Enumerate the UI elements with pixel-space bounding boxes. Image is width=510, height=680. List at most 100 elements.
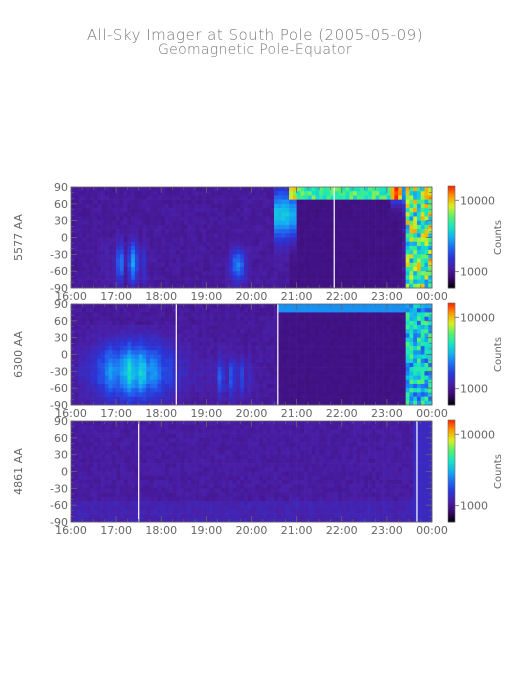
heatmap-cell bbox=[383, 262, 388, 268]
heatmap-cell bbox=[409, 208, 414, 213]
heatmap-cell bbox=[78, 212, 83, 217]
heatmap-cell bbox=[225, 220, 230, 226]
heatmap-cell bbox=[300, 325, 305, 330]
heatmap-cell bbox=[93, 266, 98, 272]
heatmap-cell bbox=[228, 271, 233, 276]
heatmap-cell bbox=[341, 354, 346, 360]
heatmap-cell bbox=[157, 275, 162, 280]
heatmap-cell bbox=[394, 304, 399, 309]
heatmap-cell bbox=[78, 208, 83, 213]
heatmap-cell bbox=[334, 375, 339, 381]
heatmap-cell bbox=[236, 346, 241, 351]
heatmap-cell bbox=[383, 245, 388, 251]
heatmap-cell bbox=[134, 283, 139, 289]
heatmap-cell bbox=[292, 346, 297, 351]
heatmap-cell bbox=[304, 212, 309, 217]
heatmap-cell bbox=[277, 383, 282, 389]
y-tick-label: 90 bbox=[54, 181, 68, 194]
heatmap-cell bbox=[101, 354, 106, 360]
heatmap-cell bbox=[398, 308, 403, 313]
heatmap-cell bbox=[296, 262, 301, 268]
heatmap-cell bbox=[390, 216, 395, 221]
heatmap-cell bbox=[383, 312, 388, 317]
heatmap-cell bbox=[255, 203, 260, 209]
heatmap-cell bbox=[371, 337, 376, 343]
heatmap-cell bbox=[311, 354, 316, 360]
colorbar-step bbox=[448, 262, 455, 265]
heatmap-cell bbox=[138, 367, 143, 372]
heatmap-cell bbox=[172, 362, 177, 368]
heatmap-cell bbox=[386, 367, 391, 372]
heatmap-cell bbox=[416, 362, 422, 368]
heatmap-cell bbox=[97, 199, 102, 205]
heatmap-cell bbox=[386, 333, 391, 338]
heatmap-cell bbox=[394, 337, 399, 343]
heatmap-cell bbox=[289, 262, 294, 268]
heatmap-cell bbox=[134, 220, 139, 226]
heatmap-cell bbox=[337, 329, 343, 334]
heatmap-cell bbox=[116, 396, 121, 402]
heatmap-cell bbox=[428, 329, 433, 334]
heatmap-cell bbox=[405, 333, 410, 338]
heatmap-cell bbox=[198, 271, 203, 276]
heatmap-cell bbox=[176, 224, 181, 230]
heatmap-cell bbox=[142, 271, 147, 276]
heatmap-cell bbox=[428, 396, 433, 402]
heatmap-cell bbox=[368, 208, 373, 213]
heatmap-cell bbox=[74, 199, 79, 205]
colorbar-step bbox=[448, 254, 455, 257]
heatmap-cell bbox=[334, 358, 339, 364]
heatmap-cell bbox=[101, 208, 106, 213]
heatmap-cell bbox=[225, 237, 230, 243]
heatmap-cell bbox=[138, 350, 143, 355]
heatmap-cell bbox=[428, 191, 433, 196]
heatmap-cell bbox=[142, 325, 147, 330]
heatmap-cell bbox=[89, 224, 94, 230]
heatmap-cell bbox=[416, 392, 422, 397]
heatmap-cell bbox=[334, 379, 339, 385]
heatmap-cell bbox=[353, 241, 358, 247]
heatmap-cell bbox=[127, 346, 132, 351]
heatmap-cell bbox=[161, 371, 166, 376]
heatmap-cell bbox=[240, 312, 245, 317]
heatmap-cell bbox=[304, 258, 309, 264]
heatmap-cell bbox=[240, 325, 245, 330]
heatmap-cell bbox=[296, 329, 301, 334]
heatmap-cell bbox=[119, 237, 124, 243]
heatmap-cell bbox=[228, 191, 233, 196]
heatmap-cell bbox=[424, 199, 429, 205]
heatmap-cell bbox=[210, 245, 215, 251]
colorbar-step bbox=[448, 204, 455, 207]
heatmap-cell bbox=[89, 237, 94, 243]
heatmap-cell bbox=[180, 396, 185, 402]
heatmap-cell bbox=[368, 362, 373, 368]
heatmap-cell bbox=[123, 333, 128, 338]
colorbar-step bbox=[448, 203, 455, 206]
heatmap-cell bbox=[322, 375, 328, 381]
heatmap-cell bbox=[300, 316, 305, 322]
heatmap-cell bbox=[172, 224, 177, 230]
heatmap-cell bbox=[146, 325, 151, 330]
heatmap-cell bbox=[334, 250, 339, 255]
heatmap-cell bbox=[213, 279, 218, 285]
heatmap-cell bbox=[274, 333, 279, 338]
heatmap-cell bbox=[221, 258, 226, 264]
heatmap-cell bbox=[424, 337, 429, 343]
heatmap-cell bbox=[334, 220, 339, 226]
heatmap-cell bbox=[390, 220, 395, 226]
heatmap-cell bbox=[379, 308, 384, 313]
heatmap-cell bbox=[428, 312, 433, 317]
heatmap-cell bbox=[274, 203, 279, 209]
heatmap-cell bbox=[86, 271, 91, 276]
heatmap-cell bbox=[428, 367, 433, 372]
heatmap-cell bbox=[180, 271, 185, 276]
heatmap-cell bbox=[149, 375, 155, 381]
heatmap-cell bbox=[221, 354, 226, 360]
heatmap-cell bbox=[213, 233, 218, 238]
heatmap-cell bbox=[71, 383, 76, 389]
heatmap-cell bbox=[255, 329, 260, 334]
heatmap-cell bbox=[183, 195, 188, 200]
heatmap-cell bbox=[345, 212, 350, 217]
heatmap-cell bbox=[86, 337, 91, 343]
heatmap-cell bbox=[221, 275, 226, 280]
